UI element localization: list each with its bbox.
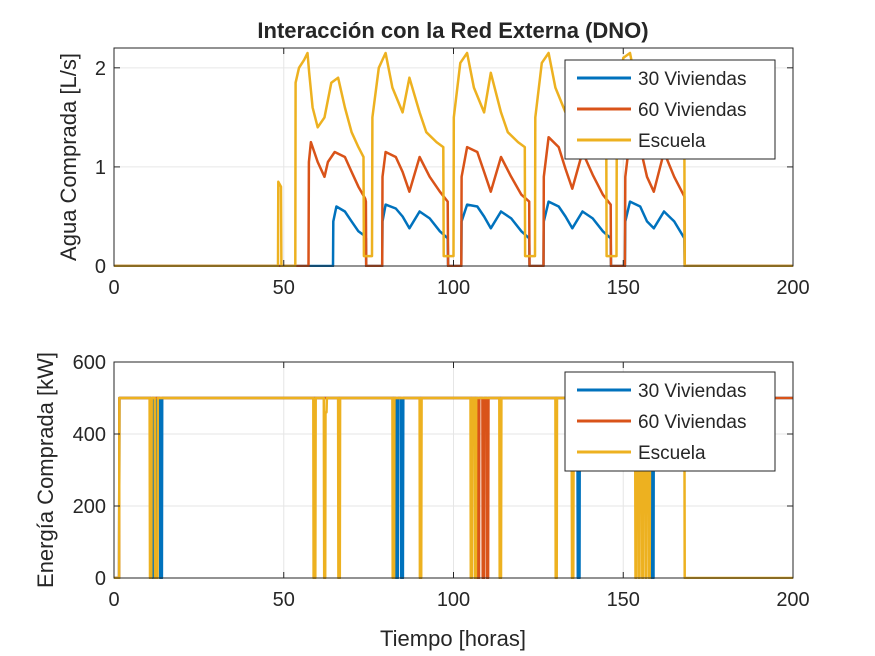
x-tick-label: 0 (108, 589, 119, 611)
x-tick-label: 200 (776, 589, 809, 611)
legend: 30 Viviendas 60 Viviendas Escuela (564, 59, 776, 160)
y-tick-label: 2 (95, 58, 106, 80)
y-tick-label: 600 (73, 352, 106, 374)
plot-energia-comprada: 0 50 100 150 200 0 200 400 600 Energía Comprada [… (33, 352, 810, 611)
x-tick-label: 50 (273, 589, 295, 611)
y-tick-label: 1 (95, 157, 106, 179)
x-tick-label: 150 (607, 277, 640, 299)
y-tick-label: 400 (73, 424, 106, 446)
y-axis-label: Energía Comprada [kW] (33, 352, 58, 588)
legend-label-1: 30 Viviendas (638, 69, 746, 90)
legend-label-1: 30 Viviendas (638, 381, 746, 402)
legend-label-3: Escuela (638, 131, 706, 152)
legend: 30 Viviendas 60 Viviendas Escuela (564, 371, 776, 472)
series-line-2 (114, 135, 793, 267)
x-tick-label: 100 (437, 277, 470, 299)
x-tick-label: 150 (607, 589, 640, 611)
legend-label-2: 60 Viviendas (638, 100, 746, 121)
y-tick-label: 0 (95, 256, 106, 278)
x-tick-label: 100 (437, 589, 470, 611)
legend-label-2: 60 Viviendas (638, 412, 746, 433)
plot-agua-comprada: 0 50 100 150 200 0 1 2 Agua Comprada [L/s] 30 Viv… (56, 47, 810, 299)
x-tick-label: 50 (273, 277, 295, 299)
x-tick-label: 200 (776, 277, 809, 299)
series-line-3 (114, 51, 793, 267)
legend-label-3: Escuela (638, 443, 706, 464)
x-axis-label: Tiempo [horas] (380, 626, 526, 651)
y-axis-label: Agua Comprada [L/s] (56, 53, 81, 261)
x-tick-label: 0 (108, 277, 119, 299)
chart-title: Interacción con la Red Externa (DNO) (257, 18, 648, 43)
y-tick-label: 0 (95, 568, 106, 590)
y-tick-label: 200 (73, 496, 106, 518)
